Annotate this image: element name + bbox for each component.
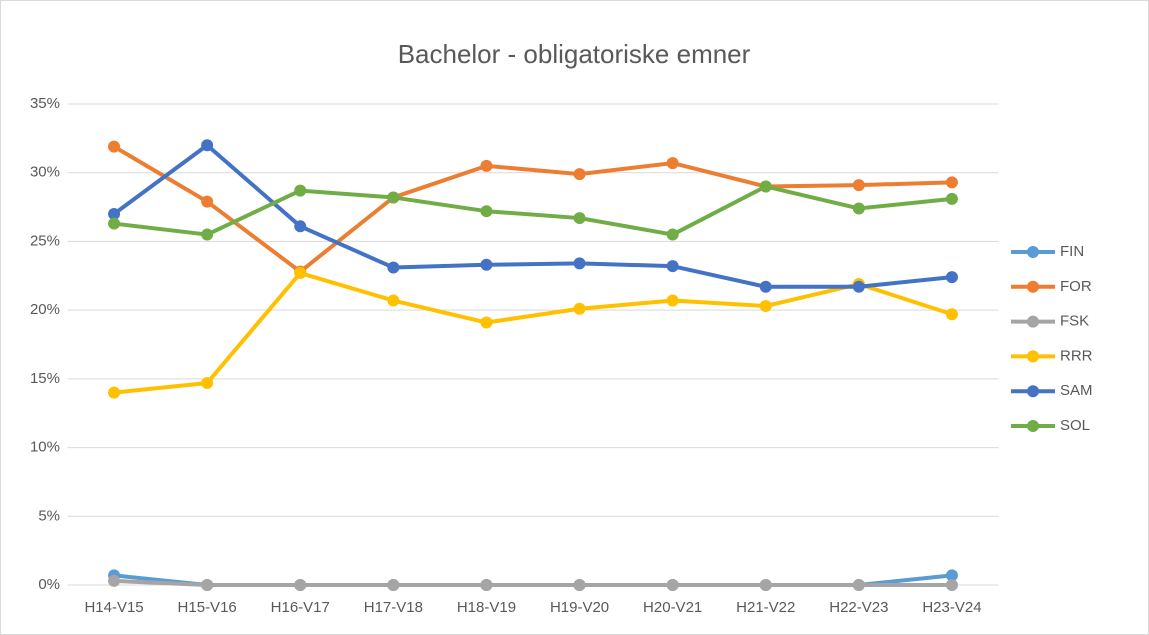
legend-label: RRR <box>1060 347 1093 364</box>
y-tick-label: 5% <box>38 507 60 524</box>
data-point <box>666 228 679 241</box>
legend-label: SAM <box>1060 382 1093 399</box>
data-point <box>480 258 493 271</box>
data-point <box>759 280 772 293</box>
y-tick-label: 35% <box>30 95 60 112</box>
data-point <box>945 569 958 582</box>
data-point <box>573 579 586 591</box>
data-point <box>945 579 958 591</box>
legend-marker <box>1027 385 1039 398</box>
data-point <box>945 271 958 284</box>
data-point <box>945 192 958 205</box>
data-point <box>108 207 121 220</box>
data-point <box>108 217 121 230</box>
data-point <box>759 300 772 313</box>
legend-marker <box>1027 350 1039 363</box>
data-point <box>666 579 679 591</box>
data-point <box>666 294 679 307</box>
data-point <box>666 260 679 273</box>
y-tick-label: 0% <box>38 576 60 593</box>
data-point <box>294 267 307 280</box>
data-point <box>201 228 214 241</box>
series-line <box>112 271 954 395</box>
data-point <box>387 579 400 591</box>
x-tick-label: H19-V20 <box>550 599 609 616</box>
series-line <box>112 144 954 274</box>
data-point <box>573 257 586 270</box>
data-point <box>108 386 121 399</box>
legend-marker <box>1027 315 1039 328</box>
data-point <box>480 316 493 329</box>
x-tick-label: H22-V23 <box>829 599 888 616</box>
data-point <box>573 168 586 181</box>
y-tick-label: 25% <box>30 232 60 249</box>
data-point <box>294 184 307 197</box>
legend-label: FSK <box>1060 313 1089 330</box>
data-point <box>294 220 307 233</box>
x-tick-label: H15-V16 <box>178 599 237 616</box>
data-point <box>852 280 865 293</box>
data-point <box>294 579 307 591</box>
legend-label: FIN <box>1060 243 1084 260</box>
data-point <box>480 205 493 218</box>
data-point <box>201 579 214 591</box>
data-point <box>108 140 121 153</box>
legend-label: SOL <box>1060 417 1090 434</box>
data-point <box>480 579 493 591</box>
y-tick-label: 10% <box>30 439 60 456</box>
x-tick-label: H23-V24 <box>922 599 981 616</box>
data-point <box>201 195 214 208</box>
data-point <box>945 176 958 189</box>
data-point <box>573 302 586 315</box>
data-point <box>108 574 121 587</box>
x-tick-label: H20-V21 <box>643 599 702 616</box>
data-point <box>480 159 493 172</box>
y-tick-label: 20% <box>30 301 60 318</box>
data-point <box>759 180 772 193</box>
data-point <box>852 179 865 192</box>
series-line <box>112 143 954 289</box>
x-tick-label: H16-V17 <box>271 599 330 616</box>
data-point <box>573 212 586 225</box>
data-point <box>387 261 400 274</box>
legend-marker <box>1027 280 1039 293</box>
y-tick-label: 15% <box>30 370 60 387</box>
x-tick-label: H18-V19 <box>457 599 516 616</box>
legend-marker <box>1027 246 1039 258</box>
x-tick-label: H21-V22 <box>736 599 795 616</box>
y-tick-label: 30% <box>30 164 60 181</box>
data-point <box>759 579 772 591</box>
data-point <box>201 139 214 152</box>
x-tick-label: H14-V15 <box>84 599 143 616</box>
data-point <box>666 157 679 170</box>
series-line <box>112 578 954 587</box>
legend-marker <box>1027 420 1039 432</box>
data-point <box>852 202 865 215</box>
data-point <box>201 376 214 389</box>
legend-label: FOR <box>1060 278 1092 295</box>
data-point <box>945 308 958 321</box>
x-tick-label: H17-V18 <box>364 599 423 616</box>
series-line <box>112 184 954 237</box>
data-point <box>387 294 400 307</box>
data-point <box>387 191 400 204</box>
chart-title: Bachelor - obligatoriske emner <box>398 39 751 69</box>
data-point <box>852 579 865 591</box>
